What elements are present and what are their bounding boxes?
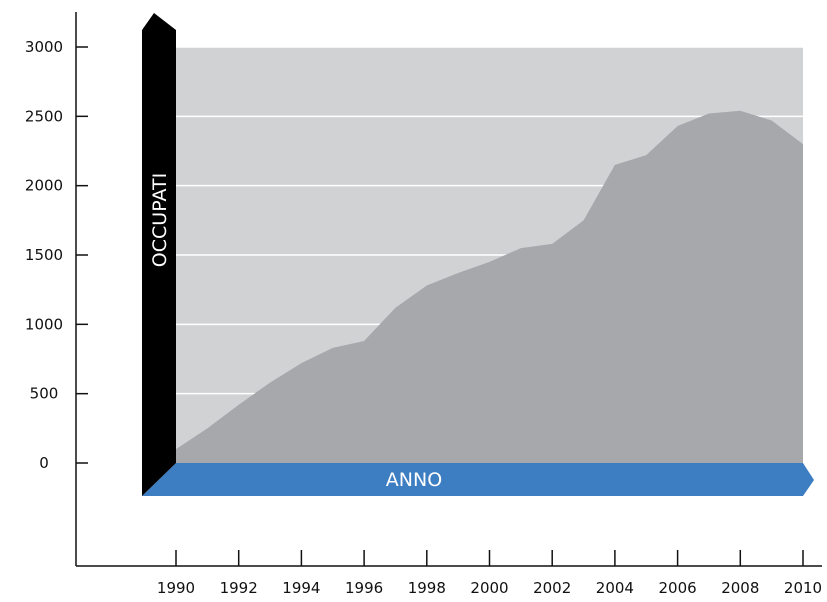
x-tick-label: 2006 <box>659 579 697 597</box>
x-tick-label: 1990 <box>157 579 195 597</box>
data-point <box>708 113 710 115</box>
data-point <box>269 382 271 384</box>
y-tick-label: 1500 <box>25 246 63 264</box>
axis-bands: ANNO OCCUPATI <box>142 13 814 496</box>
x-tick-label: 2002 <box>533 579 571 597</box>
y-tick-label: 2000 <box>25 177 63 195</box>
y-axis-band <box>142 13 176 496</box>
x-tick-label: 2008 <box>721 579 759 597</box>
data-point <box>739 110 741 112</box>
y-tick-label: 500 <box>30 385 59 403</box>
axes: 0 500 1000 1500 2000 2500 3000 1990 1992 1994 1996… <box>25 12 822 597</box>
area-series-layer <box>176 110 804 463</box>
x-axis-label: ANNO <box>386 469 442 491</box>
data-point <box>238 404 240 406</box>
data-point <box>583 219 585 221</box>
x-tick-label: 1992 <box>220 579 258 597</box>
data-point <box>771 119 773 121</box>
x-tick-label: 2000 <box>470 579 508 597</box>
x-tick-label: 1994 <box>282 579 320 597</box>
y-tick-label: 3000 <box>25 38 63 56</box>
data-point <box>206 427 208 429</box>
data-point <box>645 154 647 156</box>
data-point <box>363 340 365 342</box>
data-point <box>677 125 679 127</box>
x-tick-label: 1996 <box>345 579 383 597</box>
data-point <box>551 243 553 245</box>
y-axis-label: OCCUPATI <box>149 173 171 267</box>
data-point <box>489 261 491 263</box>
data-point <box>300 362 302 364</box>
data-point <box>457 272 459 274</box>
data-point <box>426 285 428 287</box>
y-tick-label: 2500 <box>25 107 63 125</box>
data-point <box>394 307 396 309</box>
x-axis-band <box>142 463 814 496</box>
area-series <box>176 110 803 463</box>
y-tick-label: 1000 <box>25 315 63 333</box>
x-tick-label: 2004 <box>596 579 634 597</box>
data-point <box>802 143 804 145</box>
x-tick-label: 1998 <box>408 579 446 597</box>
x-tick-label: 2010 <box>784 579 822 597</box>
y-tick-label: 0 <box>39 454 49 472</box>
data-point <box>520 247 522 249</box>
data-point <box>332 347 334 349</box>
data-point <box>614 164 616 166</box>
